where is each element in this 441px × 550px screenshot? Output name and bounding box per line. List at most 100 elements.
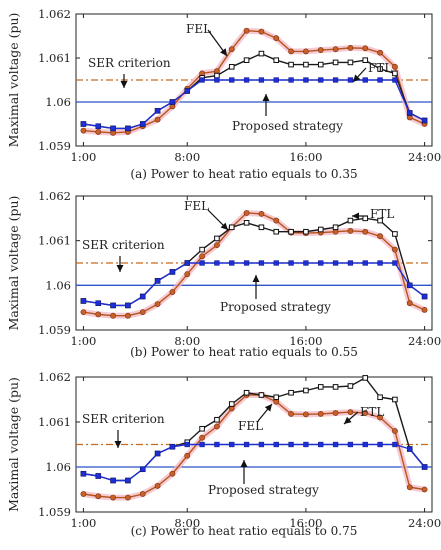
- ftl-annotation-arrow-head: [344, 416, 352, 424]
- ftl-point: [228, 224, 235, 231]
- proposed-strategy-point: [214, 260, 220, 266]
- proposed-strategy-point: [407, 110, 413, 116]
- proposed-strategy-point: [199, 77, 205, 83]
- proposed-strategy-point: [362, 77, 368, 83]
- proposed-strategy-point: [258, 260, 265, 266]
- proposed-strategy-point: [154, 278, 161, 284]
- fel-point: [421, 486, 428, 493]
- proposed-annotation: Proposed strategy: [232, 119, 343, 133]
- proposed-strategy-point: [95, 123, 101, 129]
- fel-point: [125, 494, 131, 501]
- fel-point: [169, 289, 176, 295]
- ftl-point: [273, 394, 280, 401]
- proposed-strategy-line: [83, 443, 426, 482]
- ftl-point: [258, 50, 265, 57]
- y-tick-label: 1.062: [38, 7, 71, 21]
- proposed-strategy-point: [110, 302, 116, 309]
- ftl-point: [303, 228, 309, 235]
- proposed-strategy-point: [273, 77, 279, 83]
- fel-point: [184, 271, 191, 278]
- y-tick-label: 1.059: [38, 323, 71, 337]
- fel-point: [332, 46, 339, 53]
- proposed-strategy-point: [140, 293, 146, 300]
- ftl-point: [392, 231, 398, 237]
- ftl-point: [214, 72, 220, 79]
- fel-point: [80, 127, 87, 134]
- ftl-annotation: FTL: [360, 405, 384, 419]
- fel-annotation: FEL: [186, 22, 211, 36]
- y-tick-label: 1.059: [38, 139, 71, 153]
- fel-point: [421, 306, 428, 313]
- fel-annotation: FEL: [184, 199, 209, 213]
- fel-point: [199, 253, 205, 260]
- proposed-strategy-point: [169, 99, 176, 105]
- panel-b: 1.059 1.06 1.061 1.062 1:00 8:00 16:00 24:00 Max…: [6, 189, 441, 359]
- y-axis-label: Maximal voltage (pu): [6, 377, 21, 512]
- proposed-strategy-point: [288, 260, 294, 266]
- x-tick-label: 24:00: [408, 150, 441, 164]
- proposed-strategy-point: [110, 477, 116, 484]
- ftl-point: [332, 224, 339, 231]
- proposed-strategy-point: [332, 441, 339, 448]
- fel-point: [139, 309, 146, 316]
- fel-point: [199, 434, 205, 441]
- proposed-strategy-point: [169, 444, 176, 450]
- ftl-point: [243, 220, 250, 226]
- ser-annotation-arrow-head: [116, 265, 124, 272]
- fel-point: [243, 27, 250, 34]
- proposed-strategy-point: [184, 260, 190, 266]
- x-tick-label: 8:00: [174, 150, 200, 164]
- ser-annotation: SER criterion: [88, 56, 171, 70]
- proposed-strategy-point: [243, 260, 250, 266]
- fel-point: [214, 423, 220, 430]
- proposed-strategy-point: [199, 260, 205, 266]
- ser-annotation: SER criterion: [82, 238, 165, 252]
- proposed-strategy-point: [214, 441, 220, 448]
- proposed-strategy-point: [392, 77, 398, 83]
- proposed-strategy-point: [407, 446, 413, 452]
- fel-point: [347, 44, 354, 51]
- proposed-strategy-point: [125, 477, 131, 484]
- ftl-point: [288, 61, 294, 68]
- ftl-point: [243, 389, 250, 396]
- proposed-strategy-point: [80, 471, 87, 477]
- fel-halo: [83, 27, 426, 136]
- proposed-strategy-point: [258, 441, 265, 448]
- proposed-strategy-point: [377, 260, 383, 266]
- proposed-strategy-point: [229, 260, 235, 266]
- fel-point: [347, 409, 354, 415]
- fel-point: [184, 452, 191, 459]
- ftl-point: [332, 384, 339, 390]
- fel-point: [110, 312, 116, 319]
- y-tick-label: 1.059: [38, 505, 71, 519]
- proposed-strategy-point: [421, 464, 428, 470]
- ftl-point: [362, 375, 369, 381]
- ser-annotation-arrow-head: [120, 81, 128, 88]
- ftl-point: [258, 224, 265, 231]
- fel-point: [154, 116, 161, 123]
- fel-point: [125, 312, 131, 319]
- fel-point: [377, 233, 383, 240]
- ftl-point: [273, 57, 280, 64]
- fel-point: [377, 49, 383, 56]
- fel-annotation-arrow-head: [220, 48, 227, 56]
- fel-point: [317, 47, 324, 53]
- x-tick-label: 8:00: [174, 516, 200, 530]
- proposed-annotation-arrow-head: [252, 275, 260, 282]
- ftl-point: [273, 228, 280, 235]
- proposed-strategy-point: [110, 125, 116, 132]
- fel-point: [80, 309, 87, 316]
- fel-point: [288, 410, 294, 417]
- x-tick-label: 24:00: [408, 516, 441, 530]
- y-tick-label: 1.062: [38, 370, 71, 384]
- fel-point: [392, 428, 398, 434]
- proposed-strategy-point: [169, 269, 176, 275]
- proposed-strategy-point: [318, 260, 324, 266]
- proposed-strategy-point: [140, 121, 146, 127]
- y-tick-label: 1.06: [45, 95, 71, 109]
- proposed-strategy-point: [407, 282, 413, 288]
- fel-point: [406, 484, 413, 491]
- proposed-strategy-point: [347, 260, 354, 266]
- proposed-strategy-point: [229, 77, 235, 83]
